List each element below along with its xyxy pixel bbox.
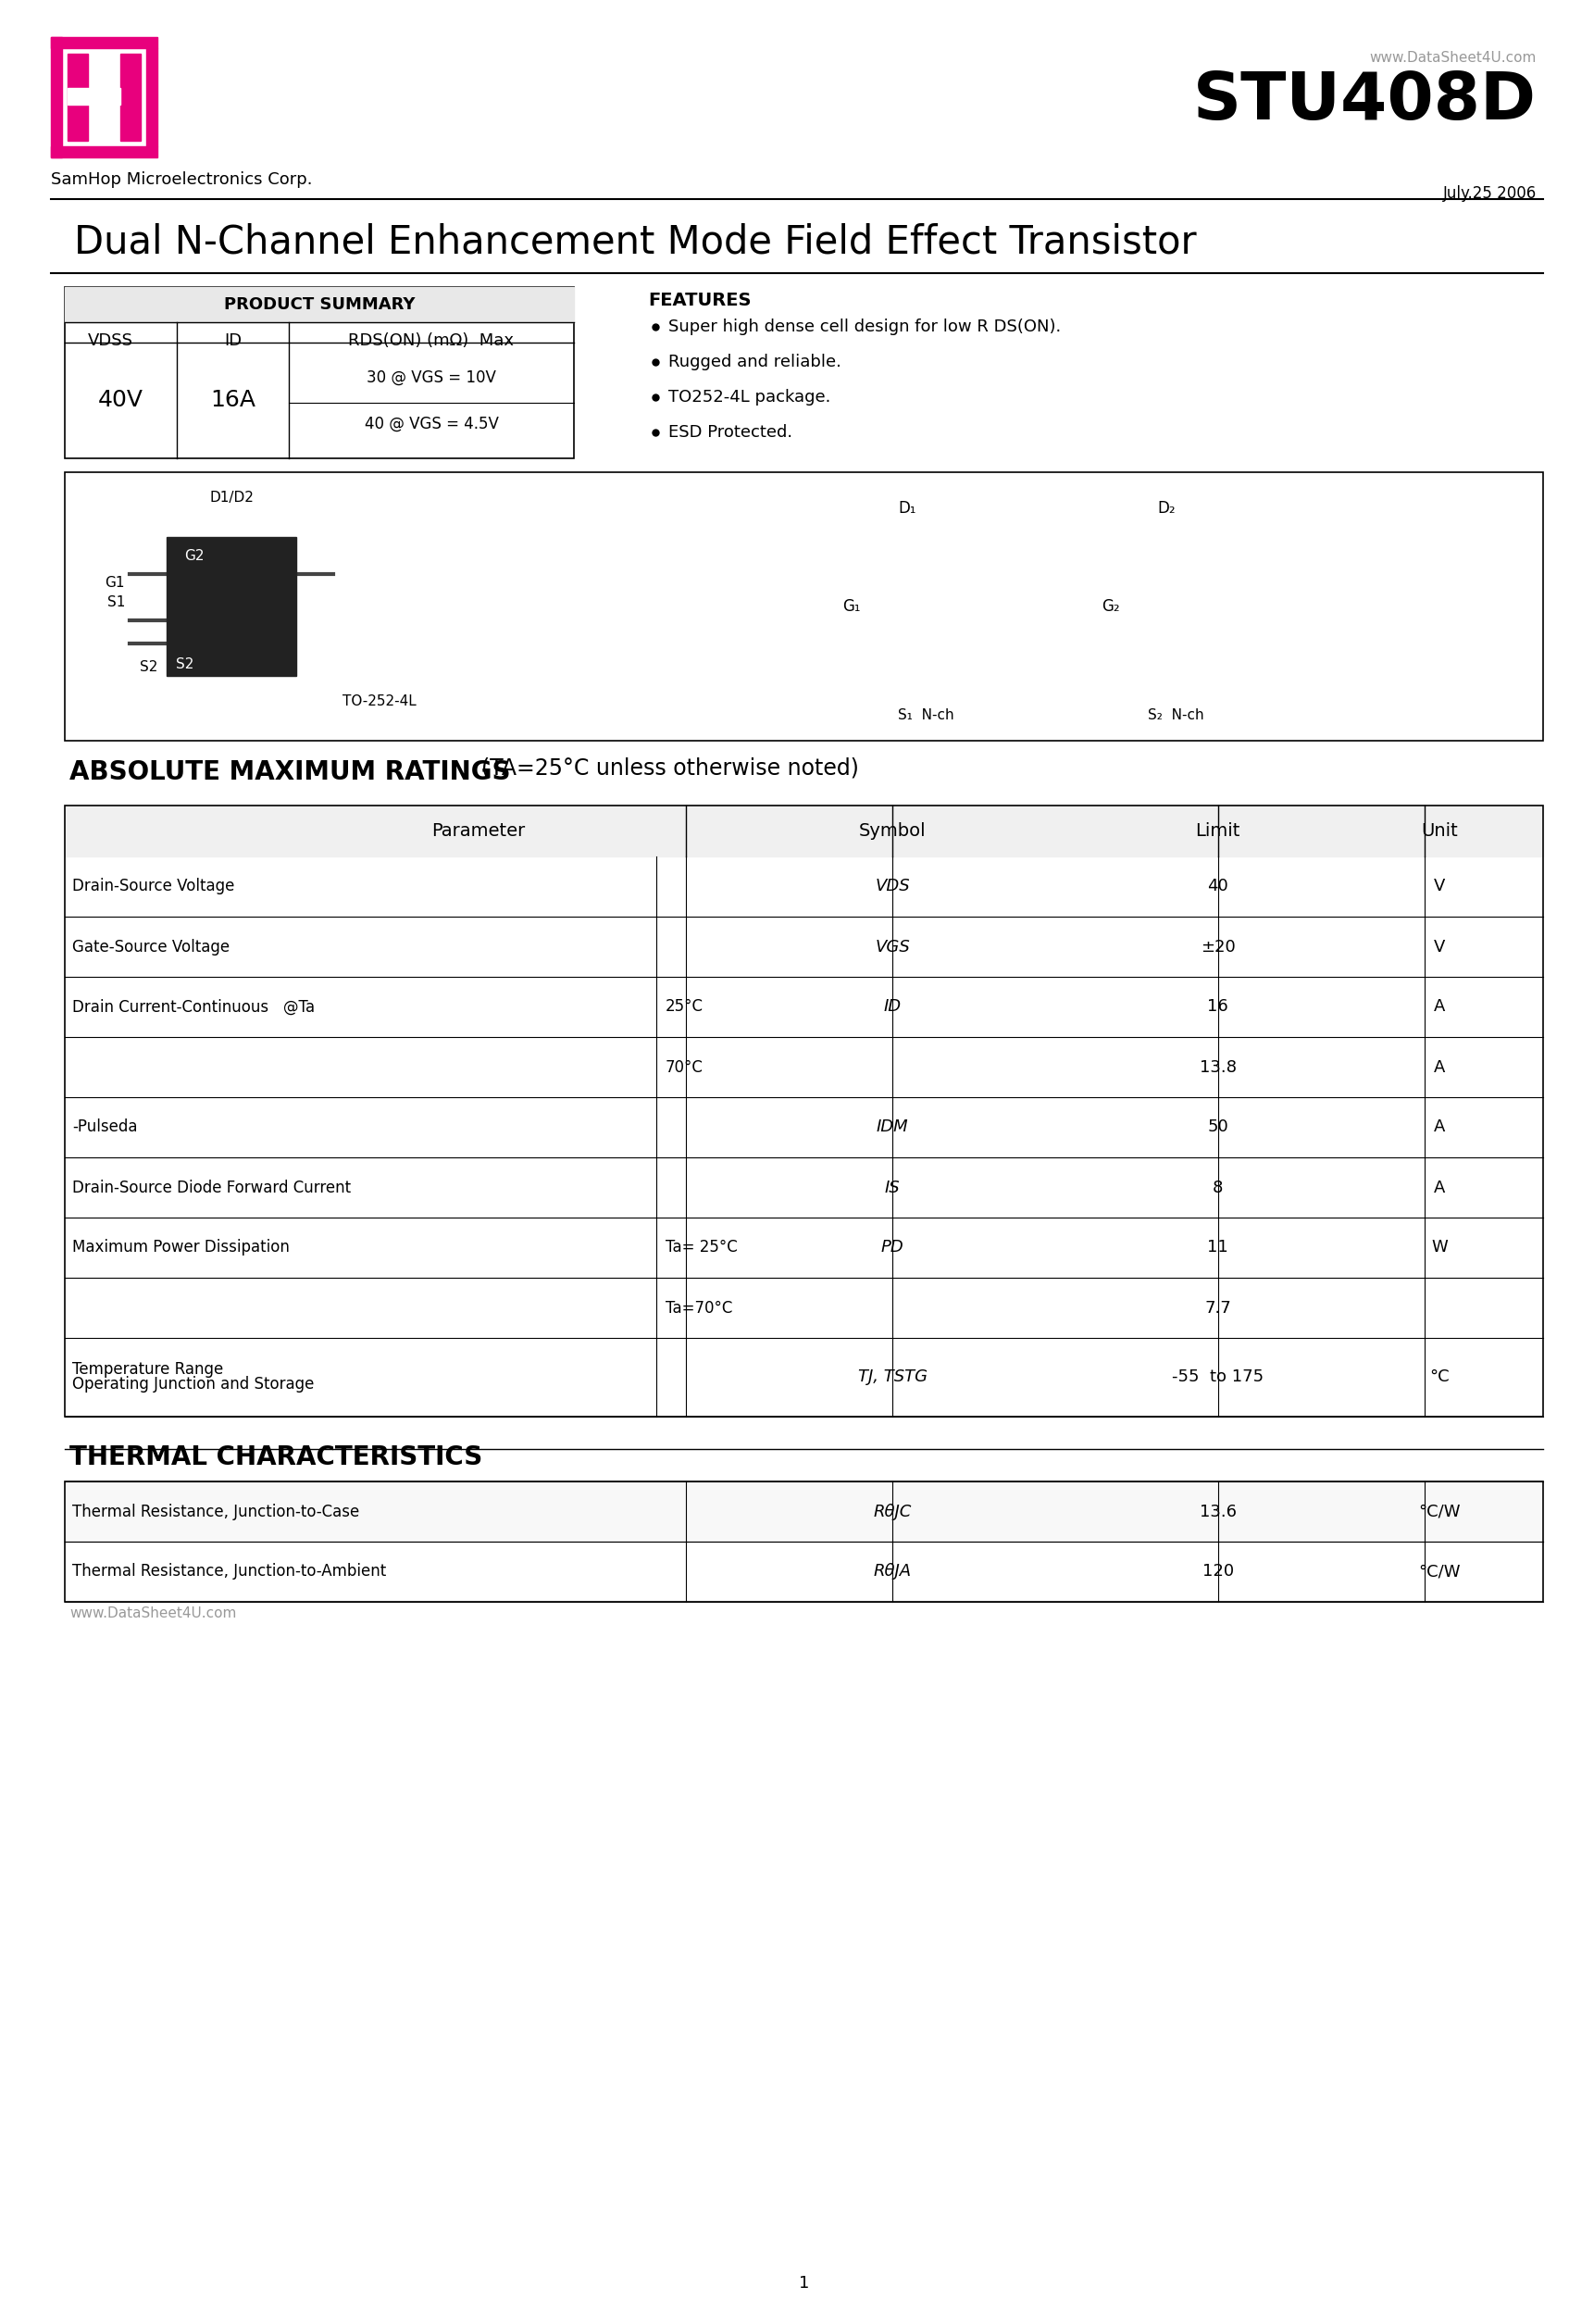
Text: (TA=25°C unless otherwise noted): (TA=25°C unless otherwise noted) xyxy=(467,758,859,779)
Text: Symbol: Symbol xyxy=(859,823,926,839)
Text: Operating Junction and Storage: Operating Junction and Storage xyxy=(72,1376,314,1392)
Text: 70°C: 70°C xyxy=(665,1060,703,1076)
Text: °C/W: °C/W xyxy=(1419,1564,1460,1580)
Text: ±20: ±20 xyxy=(1200,939,1235,955)
Text: www.DataSheet4U.com: www.DataSheet4U.com xyxy=(70,1606,236,1620)
Bar xyxy=(65,1480,1543,1601)
Text: D₂: D₂ xyxy=(1157,500,1175,516)
Text: FEATURES: FEATURES xyxy=(649,290,751,309)
Text: 13.8: 13.8 xyxy=(1199,1060,1237,1076)
Text: S₁  N-ch: S₁ N-ch xyxy=(897,709,955,723)
Text: 16: 16 xyxy=(1207,999,1229,1016)
Bar xyxy=(65,472,1543,741)
Text: Ta=70°C: Ta=70°C xyxy=(665,1299,732,1315)
Bar xyxy=(65,288,574,323)
Text: -55  to 175: -55 to 175 xyxy=(1172,1369,1264,1385)
Text: Thermal Resistance, Junction-to-Case: Thermal Resistance, Junction-to-Case xyxy=(72,1504,359,1520)
Text: G₁: G₁ xyxy=(843,597,861,616)
Text: V: V xyxy=(1435,878,1446,895)
Text: Maximum Power Dissipation: Maximum Power Dissipation xyxy=(72,1239,290,1255)
Text: RDS(ON) (mΩ)  Max: RDS(ON) (mΩ) Max xyxy=(349,332,515,349)
Text: 25°C: 25°C xyxy=(665,999,703,1016)
Text: 13.6: 13.6 xyxy=(1199,1504,1237,1520)
Text: www.DataSheet4U.com: www.DataSheet4U.com xyxy=(1369,51,1537,65)
Bar xyxy=(51,146,158,158)
Text: A: A xyxy=(1435,1118,1446,1136)
Bar xyxy=(167,537,296,676)
Text: Gate-Source Voltage: Gate-Source Voltage xyxy=(72,939,230,955)
Text: °C: °C xyxy=(1430,1369,1449,1385)
Text: S2: S2 xyxy=(139,660,158,674)
Text: Dual N-Channel Enhancement Mode Field Effect Transistor: Dual N-Channel Enhancement Mode Field Ef… xyxy=(73,223,1197,260)
Text: 120: 120 xyxy=(1202,1564,1234,1580)
Text: RθJC: RθJC xyxy=(874,1504,912,1520)
Text: S₂  N-ch: S₂ N-ch xyxy=(1148,709,1203,723)
Text: Drain-Source Voltage: Drain-Source Voltage xyxy=(72,878,234,895)
Bar xyxy=(147,49,158,146)
Text: Thermal Resistance, Junction-to-Ambient: Thermal Resistance, Junction-to-Ambient xyxy=(72,1564,386,1580)
Bar xyxy=(65,806,1543,858)
Text: A: A xyxy=(1435,1060,1446,1076)
Text: 16A: 16A xyxy=(210,388,255,411)
Text: VDS: VDS xyxy=(875,878,910,895)
Text: TJ, TSTG: TJ, TSTG xyxy=(858,1369,928,1385)
Bar xyxy=(65,806,1543,1418)
Text: ID: ID xyxy=(883,999,902,1016)
Text: A: A xyxy=(1435,1178,1446,1197)
Text: G2: G2 xyxy=(185,548,204,562)
Bar xyxy=(65,288,574,458)
Bar xyxy=(51,37,62,158)
Text: VDSS: VDSS xyxy=(88,332,134,349)
Text: THERMAL CHARACTERISTICS: THERMAL CHARACTERISTICS xyxy=(70,1446,483,1471)
Text: Drain Current-Continuous   @Ta: Drain Current-Continuous @Ta xyxy=(72,999,316,1016)
Text: Unit: Unit xyxy=(1422,823,1459,839)
Bar xyxy=(51,37,158,49)
Text: IDM: IDM xyxy=(877,1118,909,1136)
Text: Temperature Range: Temperature Range xyxy=(72,1362,223,1378)
Text: G1: G1 xyxy=(105,576,124,590)
Bar xyxy=(65,1480,1543,1541)
Text: STU408D: STU408D xyxy=(1194,70,1537,132)
Text: Rugged and reliable.: Rugged and reliable. xyxy=(668,353,842,370)
Text: 11: 11 xyxy=(1207,1239,1229,1255)
Text: 40: 40 xyxy=(1207,878,1229,895)
Text: A: A xyxy=(1435,999,1446,1016)
Text: 40 @ VGS = 4.5V: 40 @ VGS = 4.5V xyxy=(365,416,499,432)
Text: 50: 50 xyxy=(1207,1118,1229,1136)
Text: VGS: VGS xyxy=(875,939,910,955)
Text: RθJA: RθJA xyxy=(874,1564,912,1580)
Text: PRODUCT SUMMARY: PRODUCT SUMMARY xyxy=(223,295,414,314)
Text: Drain-Source Diode Forward Current: Drain-Source Diode Forward Current xyxy=(72,1178,351,1197)
Text: Super high dense cell design for low R DS(ON).: Super high dense cell design for low R D… xyxy=(668,318,1062,335)
Text: D₁: D₁ xyxy=(897,500,917,516)
Text: W: W xyxy=(1431,1239,1447,1255)
Text: 40V: 40V xyxy=(99,388,143,411)
Text: PD: PD xyxy=(881,1239,904,1255)
Text: °C/W: °C/W xyxy=(1419,1504,1460,1520)
Text: ID: ID xyxy=(223,332,242,349)
Text: V: V xyxy=(1435,939,1446,955)
Text: ABSOLUTE MAXIMUM RATINGS: ABSOLUTE MAXIMUM RATINGS xyxy=(70,760,510,786)
Text: ESD Protected.: ESD Protected. xyxy=(668,423,792,442)
Text: July.25 2006: July.25 2006 xyxy=(1443,186,1537,202)
Text: 30 @ VGS = 10V: 30 @ VGS = 10V xyxy=(367,370,496,386)
Text: S2: S2 xyxy=(175,658,194,672)
Text: TO-252-4L: TO-252-4L xyxy=(343,695,416,709)
Text: SamHop Microelectronics Corp.: SamHop Microelectronics Corp. xyxy=(51,172,312,188)
Text: IS: IS xyxy=(885,1178,901,1197)
Text: Ta= 25°C: Ta= 25°C xyxy=(665,1239,738,1255)
Text: G₂: G₂ xyxy=(1101,597,1121,616)
Text: Limit: Limit xyxy=(1196,823,1240,839)
Text: Parameter: Parameter xyxy=(432,823,526,839)
Text: S1: S1 xyxy=(107,595,124,609)
Text: 1: 1 xyxy=(799,2275,810,2291)
Text: TO252-4L package.: TO252-4L package. xyxy=(668,388,830,407)
Text: -Pulseda: -Pulseda xyxy=(72,1118,137,1136)
Text: 7.7: 7.7 xyxy=(1205,1299,1231,1315)
Bar xyxy=(67,88,120,105)
Bar xyxy=(67,53,88,142)
Text: 8: 8 xyxy=(1213,1178,1223,1197)
Text: D1/D2: D1/D2 xyxy=(209,490,253,504)
Bar xyxy=(120,53,140,142)
